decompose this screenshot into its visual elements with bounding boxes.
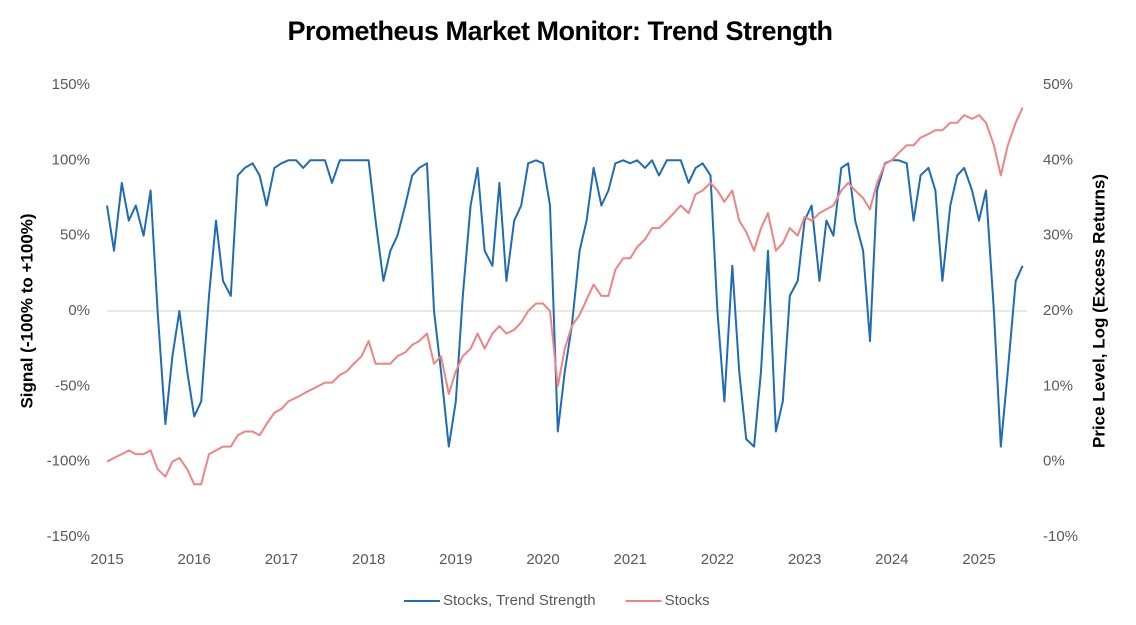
legend-label: Stocks, Trend Strength	[443, 592, 596, 609]
series-line	[106, 159, 1024, 448]
chart-title: Prometheus Market Monitor: Trend Strengt…	[287, 16, 832, 46]
y2-tick-label: 0%	[1043, 453, 1065, 470]
legend-label: Stocks	[665, 592, 710, 609]
y-tick-label: 50%	[60, 227, 90, 244]
y-tick-label: -100%	[47, 453, 90, 470]
x-tick-label: 2022	[701, 551, 734, 568]
y2-tick-label: 30%	[1043, 227, 1073, 244]
y2-tick-label: 40%	[1043, 151, 1073, 168]
x-tick-label: 2024	[875, 551, 908, 568]
x-tick-label: 2016	[178, 551, 211, 568]
x-tick-label: 2017	[265, 551, 298, 568]
x-tick-label: 2025	[962, 551, 995, 568]
y-tick-label: -150%	[47, 528, 90, 545]
y2-tick-label: -10%	[1043, 528, 1078, 545]
y2-tick-label: 10%	[1043, 377, 1073, 394]
x-tick-label: 2020	[526, 551, 559, 568]
y-axis-title: Signal (-100% to +100%)	[17, 213, 36, 408]
x-tick-label: 2021	[614, 551, 647, 568]
series-line	[106, 107, 1024, 486]
x-tick-label: 2023	[788, 551, 821, 568]
y2-tick-label: 50%	[1043, 76, 1073, 93]
x-tick-label: 2019	[439, 551, 472, 568]
x-tick-label: 2015	[90, 551, 123, 568]
y-tick-label: 100%	[52, 151, 90, 168]
y2-tick-label: 20%	[1043, 302, 1073, 319]
y-tick-label: -50%	[55, 377, 90, 394]
y2-axis-title: Price Level, Log (Excess Returns)	[1089, 174, 1108, 448]
y-tick-label: 0%	[68, 302, 90, 319]
x-tick-label: 2018	[352, 551, 385, 568]
y-tick-label: 150%	[52, 76, 90, 93]
